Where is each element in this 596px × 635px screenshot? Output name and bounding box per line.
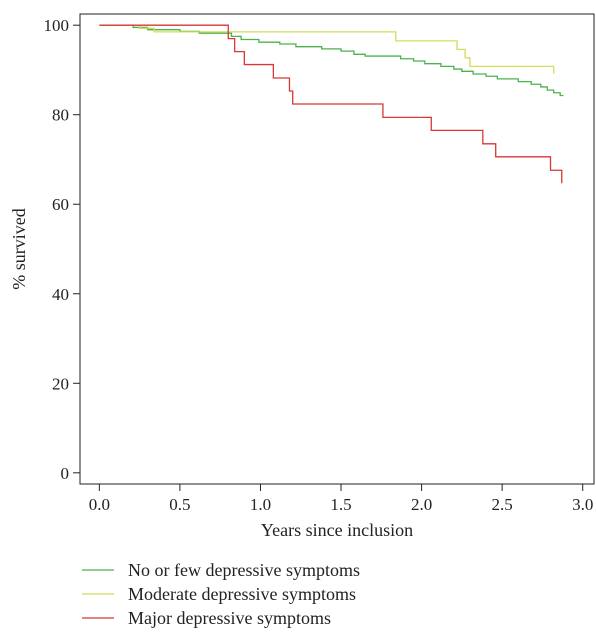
plot-area-frame xyxy=(79,13,595,485)
series-layer xyxy=(99,24,564,184)
x-tick-label: 2.0 xyxy=(411,495,432,514)
y-tick-label: 100 xyxy=(44,16,70,35)
y-tick-label: 20 xyxy=(52,374,69,393)
x-tick-label: 0.0 xyxy=(89,495,110,514)
x-tick-label: 2.5 xyxy=(492,495,513,514)
series-line-0 xyxy=(99,24,564,97)
legend-label-1: Moderate depressive symptoms xyxy=(128,584,356,604)
series-line-2 xyxy=(99,24,563,184)
y-tick-label: 60 xyxy=(52,195,69,214)
legend-label-0: No or few depressive symptoms xyxy=(128,560,360,580)
y-axis-title: % survived xyxy=(9,208,29,289)
series-line-1 xyxy=(99,24,555,74)
x-tick-label: 0.5 xyxy=(169,495,190,514)
y-tick-label: 0 xyxy=(61,464,70,483)
legend: No or few depressive symptoms Moderate de… xyxy=(82,560,360,628)
y-axis: 0 20 40 60 80 100 xyxy=(44,16,80,483)
x-axis: 0.0 0.5 1.0 1.5 2.0 2.5 3.0 xyxy=(89,484,593,514)
x-tick-label: 3.0 xyxy=(572,495,593,514)
legend-label-2: Major depressive symptoms xyxy=(128,608,331,628)
x-axis-title: Years since inclusion xyxy=(261,520,413,540)
x-tick-label: 1.0 xyxy=(250,495,271,514)
x-tick-label: 1.5 xyxy=(330,495,351,514)
y-tick-label: 80 xyxy=(52,106,69,125)
y-tick-label: 40 xyxy=(52,285,69,304)
